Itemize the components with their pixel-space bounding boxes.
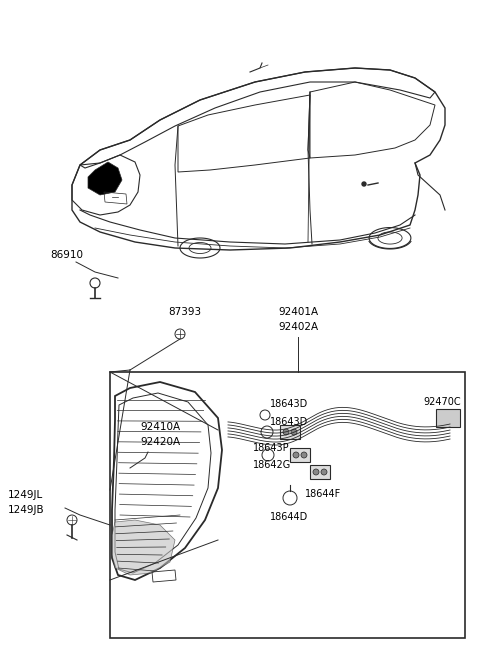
Polygon shape — [112, 520, 175, 575]
Bar — [436, 409, 460, 427]
Text: 92470C: 92470C — [423, 397, 461, 407]
Text: 18643D: 18643D — [270, 417, 308, 427]
Text: 18643P: 18643P — [253, 443, 289, 453]
Circle shape — [301, 452, 307, 458]
Text: 18643D: 18643D — [270, 399, 308, 409]
Bar — [280, 425, 300, 439]
Polygon shape — [88, 162, 122, 195]
Bar — [310, 465, 330, 479]
Text: 18642G: 18642G — [253, 460, 291, 470]
Text: 92402A: 92402A — [278, 322, 318, 332]
Text: 1249JL: 1249JL — [8, 490, 43, 500]
Circle shape — [283, 429, 289, 435]
Circle shape — [291, 429, 297, 435]
Text: 1249JB: 1249JB — [8, 505, 45, 515]
Text: 87393: 87393 — [168, 307, 201, 317]
Text: 18644F: 18644F — [305, 489, 341, 499]
Text: 92410A: 92410A — [140, 422, 180, 432]
Circle shape — [362, 182, 366, 186]
Bar — [110, 372, 465, 638]
Text: 92420A: 92420A — [140, 437, 180, 447]
Text: 92401A: 92401A — [278, 307, 318, 317]
Text: 18644D: 18644D — [270, 512, 308, 522]
Text: 86910: 86910 — [50, 250, 83, 260]
Circle shape — [321, 469, 327, 475]
Circle shape — [293, 452, 299, 458]
Bar — [290, 448, 310, 462]
Circle shape — [313, 469, 319, 475]
